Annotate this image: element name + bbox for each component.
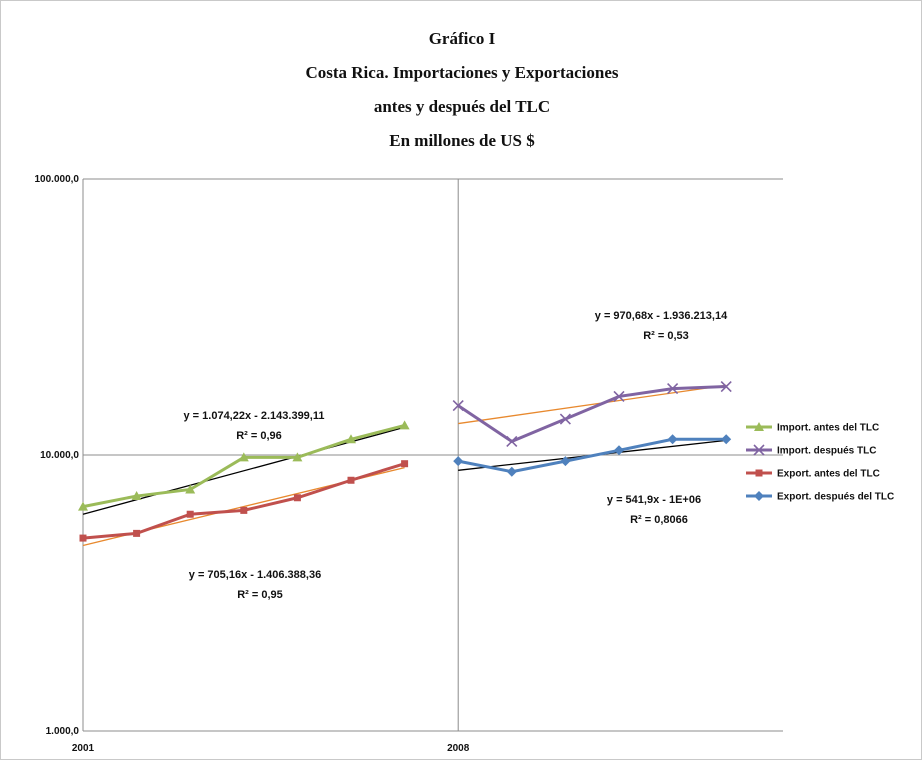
legend-label: Import. después TLC (777, 446, 876, 457)
series-2-point (401, 460, 409, 468)
series-0-point (292, 452, 303, 462)
series-3-point (453, 456, 464, 467)
legend-marker (754, 491, 764, 501)
chart-subtitle-3: En millones de US $ (389, 131, 535, 150)
series-1-point (559, 413, 571, 425)
legend-label: Import. antes del TLC (777, 423, 879, 434)
tick-labels: 1.000,0 10.000,0 100.000,0 2001 2008 (35, 174, 470, 754)
legend: Import. antes del TLC Import. después TLC… (746, 422, 894, 503)
series-line-3 (457, 437, 727, 474)
series-1-point (720, 380, 732, 393)
series-0-point (346, 434, 356, 444)
legend-marker (754, 422, 764, 431)
legend-marker (755, 469, 763, 477)
chart-subtitle-1: Costa Rica. Importaciones y Exportacione… (305, 63, 619, 82)
equation-label: R² = 0,53 (643, 330, 689, 342)
series-3-point (614, 445, 624, 456)
grid-layer (82, 178, 783, 732)
equation-label: y = 1.074,22x - 2.143.399,11 (184, 410, 325, 422)
series-3-point (721, 434, 732, 445)
series-2-point (293, 494, 301, 502)
series-2-point (186, 510, 194, 518)
equation-label: y = 970,68x - 1.936.213,14 (595, 310, 728, 322)
series-3-point (560, 456, 571, 467)
series-0-point (399, 420, 410, 430)
series-3-point (506, 466, 517, 477)
series-2-point (133, 529, 141, 537)
equation-label: R² = 0,8066 (630, 514, 688, 526)
x-tick-label: 2001 (72, 743, 95, 754)
y-tick-label: 10.000,0 (40, 450, 79, 461)
series-1-point (506, 435, 518, 447)
series-line-1 (457, 385, 727, 444)
equation-label: y = 541,9x - 1E+06 (607, 494, 701, 506)
series-2-point (79, 534, 87, 542)
series-0-point (185, 484, 196, 494)
series-2-point (240, 506, 248, 514)
y-tick-label: 1.000,0 (46, 726, 80, 737)
series-1-point (452, 400, 464, 412)
chart-subtitle-2: antes y después del TLC (373, 97, 551, 116)
trendline-2 (458, 384, 727, 425)
series-0-point (238, 452, 249, 462)
legend-marker (753, 444, 765, 456)
legend-label: Export. antes del TLC (777, 469, 880, 480)
equation-label: y = 705,16x - 1.406.388,36 (189, 569, 321, 581)
series-1-point (667, 383, 679, 395)
series-layer (78, 380, 732, 542)
legend-label: Export. después del TLC (777, 492, 894, 503)
series-0-point (131, 491, 142, 501)
chart-title: Gráfico I (428, 29, 496, 48)
series-1-point (613, 390, 625, 403)
equation-label: R² = 0,96 (236, 430, 282, 442)
y-tick-label: 100.000,0 (35, 174, 80, 185)
x-tick-label: 2008 (447, 743, 470, 754)
series-2-point (347, 476, 355, 484)
equation-label: R² = 0,95 (237, 589, 283, 601)
series-3-point (667, 434, 678, 445)
series-0-point (78, 501, 88, 511)
annotations: y = 1.074,22x - 2.143.399,11 R² = 0,96 y =… (184, 310, 729, 601)
